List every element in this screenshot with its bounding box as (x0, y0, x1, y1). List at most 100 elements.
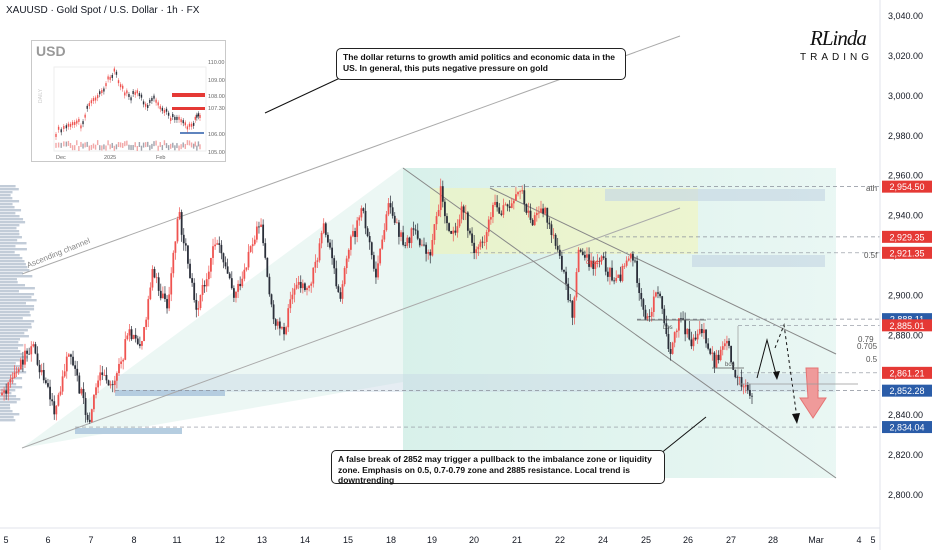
inset-candle-body (90, 100, 93, 104)
inset-volume-bar (136, 145, 139, 151)
candle-body (389, 203, 392, 208)
inset-volume-bar (73, 145, 76, 151)
candle-body (506, 204, 509, 207)
inset-candle-body (105, 83, 107, 87)
candle-body (314, 261, 317, 268)
price-tag (882, 319, 932, 332)
volume-bar (0, 293, 35, 296)
candle-body (59, 391, 62, 395)
candle-body (410, 228, 413, 244)
candle-body (606, 271, 609, 277)
price-tag (882, 421, 932, 434)
candle-body (552, 234, 555, 236)
candle-body (295, 284, 298, 289)
candle-body (354, 231, 356, 237)
volume-bar (0, 221, 26, 224)
candle-body (500, 213, 503, 215)
candle-body (433, 224, 436, 240)
candle-body (723, 343, 726, 347)
candle-body (540, 208, 542, 213)
candle-body (659, 293, 661, 297)
inset-volume-bar (90, 144, 93, 150)
inset-candle-body (142, 101, 145, 105)
x-tick-label: 14 (300, 535, 310, 545)
ascending-channel-fill (22, 167, 403, 448)
candle-body (423, 244, 425, 246)
volume-bar (0, 362, 16, 365)
candle-body (78, 375, 81, 394)
inset-volume-bar (63, 141, 65, 147)
candle-body (554, 234, 557, 246)
volume-bar (0, 404, 10, 407)
candle-body (7, 382, 10, 394)
candle-body (322, 223, 325, 233)
channel-lower (21, 207, 681, 449)
candle-body (652, 296, 655, 312)
candle-body (565, 271, 567, 284)
x-tick-label: 25 (641, 535, 651, 545)
inset-y-label: 107.30 (208, 106, 225, 112)
inset-candle-body (107, 76, 109, 80)
inset-volume-bar (82, 143, 84, 149)
volume-bar (0, 329, 28, 332)
candle-body (368, 236, 371, 243)
candle-body (105, 374, 108, 381)
candle-body (218, 243, 221, 245)
candle-body (335, 268, 338, 287)
inset-volume-bar (115, 144, 118, 150)
inset-volume-bar (96, 140, 99, 146)
candle-body (161, 293, 164, 299)
time-axis[interactable]: 5 6 7 8 11 12 13 14 15 18 19 20 21 22 24 25 26 27 28 Mar 4 5 (3, 535, 875, 545)
candle-body (744, 384, 747, 387)
candle-body (517, 192, 519, 195)
candle-body (57, 394, 60, 406)
inset-candle-body (96, 95, 99, 99)
scenario-head-solid (773, 371, 780, 380)
candle-body (592, 260, 595, 269)
x-tick-label: 13 (257, 535, 267, 545)
candle-body (266, 257, 269, 277)
candle-body (740, 377, 743, 387)
candle-body (126, 335, 129, 340)
candle-body (226, 266, 229, 274)
candle-body (270, 294, 273, 305)
candle-body (49, 386, 51, 400)
candle-body (358, 217, 361, 221)
volume-bar (0, 191, 13, 194)
candle-body (345, 258, 348, 269)
candle-body (189, 263, 191, 279)
inset-candle-body (161, 107, 164, 111)
candle-body (118, 363, 120, 374)
candle-body (47, 383, 49, 387)
volume-bar (0, 281, 18, 284)
candle-body (677, 318, 680, 331)
candle-body (251, 244, 254, 247)
candle-body (510, 203, 513, 208)
volume-bar (0, 248, 27, 251)
inset-candle-body (76, 120, 78, 124)
volume-bar (0, 239, 18, 242)
candle-body (634, 260, 636, 262)
candle-body (316, 260, 319, 262)
symbol-header[interactable]: XAUUSD · Gold Spot / U.S. Dollar · 1h · … (6, 5, 200, 16)
candle-body (698, 328, 701, 334)
candle-body (95, 387, 97, 395)
inset-x-label: Feb (156, 155, 165, 161)
candle-body (600, 256, 603, 262)
candle-body (222, 253, 225, 263)
candle-body (711, 352, 714, 354)
volume-bar (0, 242, 27, 245)
inset-volume-bar (113, 145, 116, 151)
candle-body (301, 283, 304, 289)
price-tag-label: 2,921.35 (889, 248, 924, 258)
candle-body (726, 340, 728, 344)
candle-body (329, 242, 331, 248)
inset-volume-bar (121, 142, 124, 148)
candle-body (237, 283, 239, 292)
candle-body (560, 255, 563, 270)
candle-body (19, 359, 22, 370)
candle-body (719, 349, 722, 361)
candle-body (178, 212, 181, 220)
inset-candle-body (92, 98, 95, 102)
